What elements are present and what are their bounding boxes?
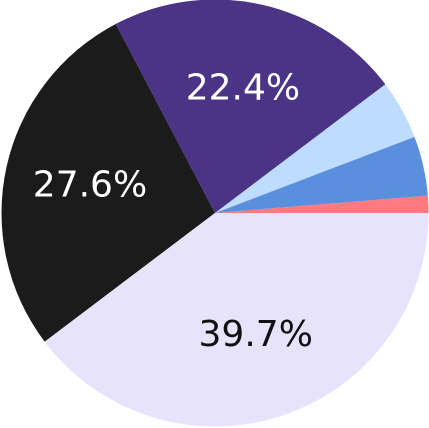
slice-label: 22.4% [186, 67, 300, 108]
pie-slice [215, 84, 415, 214]
pie-slice [215, 136, 428, 213]
pie-slice [1, 24, 216, 342]
pie-slice [215, 195, 429, 213]
slice-label: 27.6% [33, 165, 147, 206]
pie-slice [44, 213, 429, 427]
pie-slice [115, 0, 386, 213]
slice-label: 39.7% [199, 314, 313, 355]
